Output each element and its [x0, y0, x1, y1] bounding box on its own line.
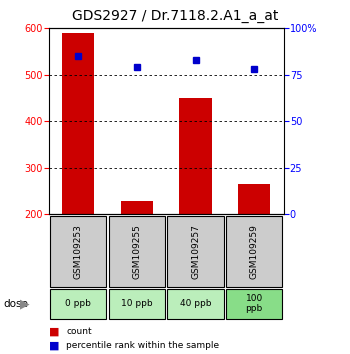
Bar [109, 216, 165, 287]
Text: GDS2927 / Dr.7118.2.A1_a_at: GDS2927 / Dr.7118.2.A1_a_at [72, 9, 278, 23]
Text: dose: dose [4, 298, 28, 309]
Text: GSM109255: GSM109255 [132, 224, 141, 279]
Text: 0 ppb: 0 ppb [65, 299, 91, 308]
Bar [167, 216, 224, 287]
Bar [180, 98, 212, 214]
Text: GSM109259: GSM109259 [250, 224, 259, 279]
Bar [226, 216, 282, 287]
Text: ▶: ▶ [20, 297, 30, 310]
Bar [109, 289, 165, 319]
Text: count: count [66, 327, 92, 336]
Text: GSM109257: GSM109257 [191, 224, 200, 279]
Text: percentile rank within the sample: percentile rank within the sample [66, 341, 220, 350]
Bar [226, 289, 282, 319]
Text: ■: ■ [49, 340, 60, 350]
Bar [50, 289, 106, 319]
Text: ■: ■ [49, 327, 60, 337]
Text: 40 ppb: 40 ppb [180, 299, 211, 308]
Bar [50, 216, 106, 287]
Bar [121, 201, 153, 214]
Bar [62, 33, 94, 214]
Text: GSM109253: GSM109253 [74, 224, 83, 279]
Text: 100
ppb: 100 ppb [246, 294, 263, 313]
Bar [167, 289, 224, 319]
Bar [238, 184, 270, 214]
Text: 10 ppb: 10 ppb [121, 299, 153, 308]
